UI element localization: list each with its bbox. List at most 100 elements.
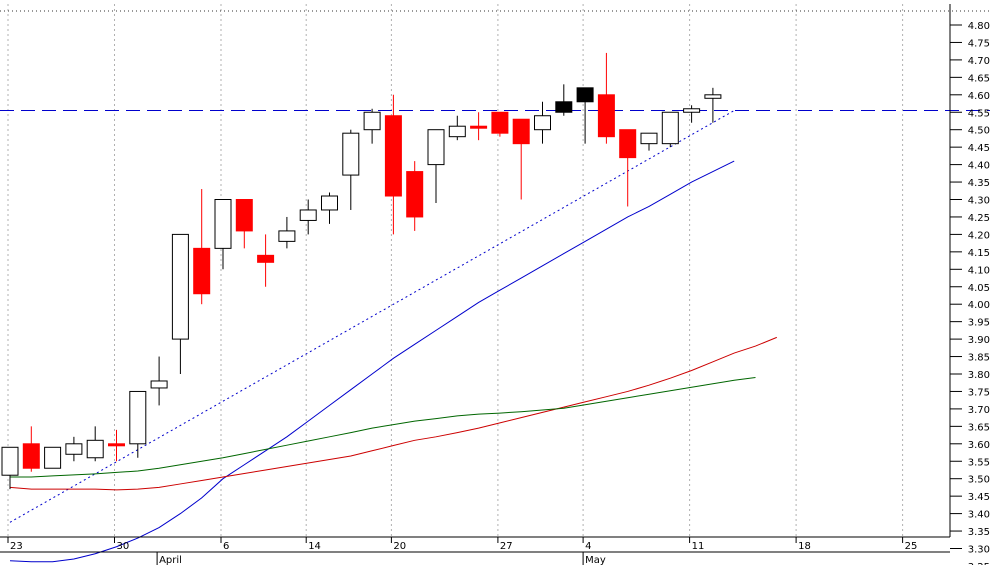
- candle: [257, 234, 275, 287]
- candle-body: [470, 125, 488, 129]
- y-tick-label: 3.65: [968, 422, 990, 433]
- y-tick-label: 4.35: [968, 178, 990, 189]
- axes: 3.203.253.303.353.403.453.503.553.603.65…: [0, 4, 990, 565]
- candle: [640, 132, 658, 151]
- y-tick-label: 4.20: [968, 230, 990, 241]
- candle-body: [129, 390, 147, 445]
- y-tick-label: 3.40: [968, 510, 990, 521]
- candle: [555, 84, 573, 116]
- candle: [321, 192, 338, 224]
- candle: [86, 426, 104, 462]
- indicator-lines: [0, 10, 990, 563]
- candle: [683, 105, 701, 123]
- y-tick-label: 3.90: [968, 335, 990, 346]
- candle: [704, 87, 722, 123]
- y-tick-label: 4.25: [968, 213, 990, 224]
- candle: [363, 108, 381, 144]
- candle: [512, 118, 530, 200]
- y-tick-label: 4.75: [968, 38, 990, 49]
- y-tick-label: 4.15: [968, 248, 990, 259]
- y-tick-label: 3.85: [968, 353, 990, 364]
- y-tick-label: 3.35: [968, 527, 990, 538]
- y-tick-label: 4.80: [968, 21, 990, 32]
- candle-body: [44, 446, 62, 469]
- y-tick-label: 4.65: [968, 73, 990, 84]
- x-tick-label: 30: [117, 541, 130, 552]
- y-tick-label: 4.30: [968, 196, 990, 207]
- x-tick-label: 6: [223, 541, 229, 552]
- y-tick-label: 3.45: [968, 492, 990, 503]
- candle: [470, 112, 488, 141]
- y-tick-label: 3.55: [968, 457, 990, 468]
- candle-body: [640, 132, 658, 145]
- moving-average-line-1: [9, 160, 735, 563]
- candle: [534, 101, 551, 144]
- candle: [384, 94, 402, 235]
- y-tick-label: 4.60: [968, 91, 990, 102]
- candle: [171, 233, 189, 374]
- candle: [235, 199, 253, 249]
- candle-body: [214, 199, 232, 249]
- x-tick-label: 14: [308, 541, 321, 552]
- candle-body: [683, 108, 701, 113]
- candle-body: [1, 446, 19, 476]
- candle: [491, 111, 509, 137]
- candle-body: [619, 129, 637, 159]
- x-tick-label: 4: [585, 541, 591, 552]
- candle-body: [576, 87, 594, 103]
- candle: [278, 216, 296, 249]
- candle-body: [235, 199, 253, 232]
- y-tick-label: 3.50: [968, 475, 990, 486]
- candle: [129, 390, 147, 458]
- candle-body: [193, 247, 211, 295]
- candles: [1, 52, 722, 490]
- candle-body: [342, 132, 360, 176]
- candle: [342, 129, 360, 210]
- x-tick-label: 23: [10, 541, 23, 552]
- y-tick-label: 4.70: [968, 56, 990, 67]
- candle-body: [299, 209, 317, 221]
- candle: [150, 356, 168, 406]
- candle: [427, 129, 445, 203]
- moving-average-line-2: [9, 336, 777, 491]
- candle-body: [278, 230, 296, 242]
- candle: [1, 446, 19, 490]
- x-tick-label: 25: [905, 541, 918, 552]
- y-tick-label: 3.95: [968, 318, 990, 329]
- month-label: April: [159, 555, 182, 565]
- candle-body: [427, 129, 445, 166]
- candle: [299, 199, 317, 235]
- x-tick-label: 18: [798, 541, 811, 552]
- y-tick-label: 3.30: [968, 545, 990, 556]
- y-tick-label: 4.10: [968, 265, 990, 276]
- grid: [7, 4, 904, 537]
- candle-body: [86, 439, 104, 459]
- candle: [65, 436, 83, 462]
- candle: [44, 446, 62, 469]
- candle: [22, 426, 40, 472]
- y-tick-label: 4.00: [968, 300, 990, 311]
- candle-body: [363, 111, 381, 131]
- candle-body: [512, 118, 530, 145]
- candle-body: [171, 233, 189, 340]
- candle-body: [491, 111, 509, 134]
- candle-body: [257, 254, 275, 263]
- y-tick-label: 4.55: [968, 108, 990, 119]
- y-tick-label: 4.50: [968, 126, 990, 137]
- y-tick-label: 3.60: [968, 440, 990, 451]
- y-tick-label: 3.25: [968, 562, 990, 565]
- y-tick-label: 4.40: [968, 161, 990, 172]
- y-tick-label: 4.45: [968, 143, 990, 154]
- candle: [661, 111, 679, 148]
- candle-body: [108, 443, 125, 447]
- y-tick-label: 4.05: [968, 283, 990, 294]
- candle-body: [661, 111, 679, 145]
- candle-body: [150, 380, 168, 389]
- moving-average-line-3: [10, 376, 756, 478]
- candle-body: [22, 443, 40, 469]
- trendline: [9, 110, 735, 523]
- candle: [448, 115, 466, 141]
- candle-body: [384, 115, 402, 197]
- candle-body: [406, 171, 424, 218]
